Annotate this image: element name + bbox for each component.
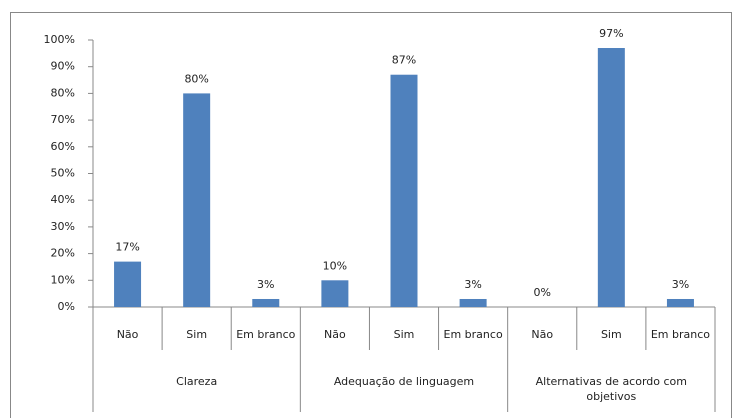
data-label: 3%: [672, 278, 689, 291]
chart-border: [10, 12, 732, 418]
y-tick-label: 30%: [51, 220, 75, 233]
y-tick-label: 10%: [51, 273, 75, 286]
bar: [114, 261, 142, 307]
bar: [666, 298, 694, 307]
data-label: 3%: [464, 278, 481, 291]
data-label: 10%: [323, 259, 347, 272]
group-label: Adequação de linguagem: [333, 375, 475, 388]
bar: [321, 280, 349, 307]
x-tick-label: Não: [324, 328, 346, 341]
y-tick-label: 50%: [51, 167, 75, 180]
x-tick-label: Em branco: [444, 328, 503, 341]
bar: [252, 298, 280, 307]
x-tick-label: Sim: [186, 328, 207, 341]
x-tick-label: Em branco: [236, 328, 295, 341]
x-tick-label: Sim: [601, 328, 622, 341]
data-label: 80%: [184, 72, 208, 85]
bar: [390, 74, 418, 308]
y-tick-label: 40%: [51, 193, 75, 206]
x-tick-label: Não: [531, 328, 553, 341]
x-tick-label: Em branco: [651, 328, 710, 341]
data-label: 3%: [257, 278, 274, 291]
x-tick-label: Sim: [394, 328, 415, 341]
y-tick-label: 20%: [51, 247, 75, 260]
data-label: 97%: [599, 27, 623, 40]
group-label: Clareza: [176, 375, 218, 388]
y-tick-label: 60%: [51, 140, 75, 153]
data-label: 17%: [115, 241, 139, 254]
y-tick-label: 100%: [44, 33, 75, 46]
group-label: Alternativas de acordo com objetivos: [535, 375, 687, 403]
bar: [597, 48, 625, 307]
y-tick-label: 90%: [51, 60, 75, 73]
data-label: 0%: [533, 286, 550, 299]
bar: [459, 298, 487, 307]
y-tick-label: 70%: [51, 113, 75, 126]
y-tick-label: 0%: [58, 300, 75, 313]
x-tick-label: Não: [117, 328, 139, 341]
data-label: 87%: [392, 54, 416, 67]
bar: [183, 93, 211, 308]
y-tick-label: 80%: [51, 86, 75, 99]
